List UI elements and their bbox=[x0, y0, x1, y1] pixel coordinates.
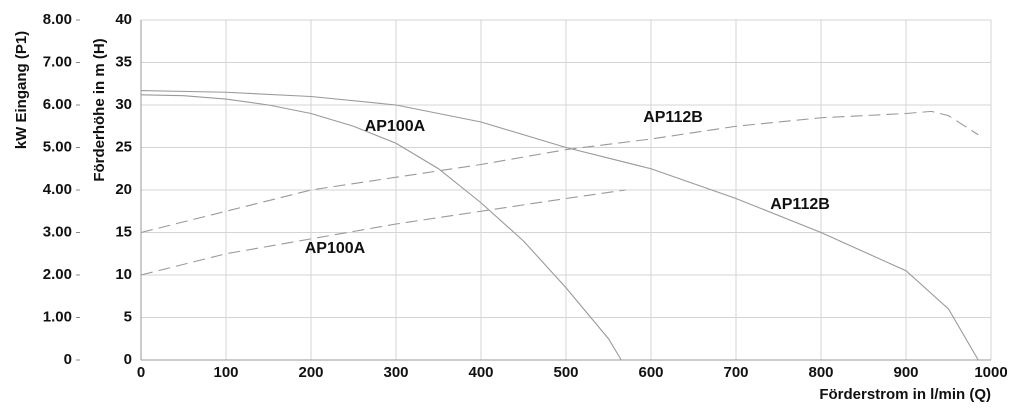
curve-label: AP112B bbox=[770, 196, 830, 213]
curve-label: AP100A bbox=[365, 118, 426, 135]
y2-tick-label: 1.00 bbox=[43, 308, 72, 325]
y-tick-label: 15 bbox=[115, 223, 132, 240]
y2-tick-label: 3.00 bbox=[43, 223, 72, 240]
curve bbox=[140, 94, 622, 361]
x-tick-label: 800 bbox=[808, 364, 833, 381]
x-tick-label: 0 bbox=[137, 364, 145, 381]
y2-tick-label: 0 bbox=[64, 351, 72, 368]
y-tick-label: 40 bbox=[115, 11, 132, 28]
x-tick-label: 600 bbox=[638, 364, 663, 381]
y-tick-label: 0 bbox=[124, 351, 132, 368]
x-axis-title: Förderstrom in l/min (Q) bbox=[819, 386, 991, 403]
x-tick-label: 100 bbox=[213, 364, 238, 381]
y-tick-label: 30 bbox=[115, 96, 132, 113]
curve bbox=[140, 110, 979, 234]
y-axis-title: Förderhöhe in m (H) bbox=[91, 38, 108, 181]
x-tick-label: 200 bbox=[298, 364, 323, 381]
y-tick-label: 25 bbox=[115, 138, 132, 155]
x-tick-label: 700 bbox=[723, 364, 748, 381]
y2-tick-label: 7.00 bbox=[43, 53, 72, 70]
curve bbox=[140, 189, 626, 276]
y-tick-label: 35 bbox=[115, 53, 132, 70]
curve bbox=[140, 90, 979, 361]
x-tick-label: 900 bbox=[893, 364, 918, 381]
curve-label: AP112B bbox=[643, 109, 703, 126]
x-tick-label: 500 bbox=[553, 364, 578, 381]
x-tick-label: 1000 bbox=[974, 364, 1007, 381]
x-tick-label: 300 bbox=[383, 364, 408, 381]
y2-tick-label: 8.00 bbox=[43, 11, 72, 28]
y2-tick-label: 5.00 bbox=[43, 138, 72, 155]
y2-tick-label: 4.00 bbox=[43, 181, 72, 198]
y-tick-label: 20 bbox=[115, 181, 132, 198]
y2-tick-label: 2.00 bbox=[43, 266, 72, 283]
y-tick-label: 5 bbox=[124, 308, 132, 325]
x-tick-label: 400 bbox=[468, 364, 493, 381]
y2-tick-label: 6.00 bbox=[43, 96, 72, 113]
y-tick-label: 10 bbox=[115, 266, 132, 283]
curve-label: AP100A bbox=[305, 240, 366, 257]
y2-axis-title: kW Eingang (P1) bbox=[13, 31, 30, 149]
